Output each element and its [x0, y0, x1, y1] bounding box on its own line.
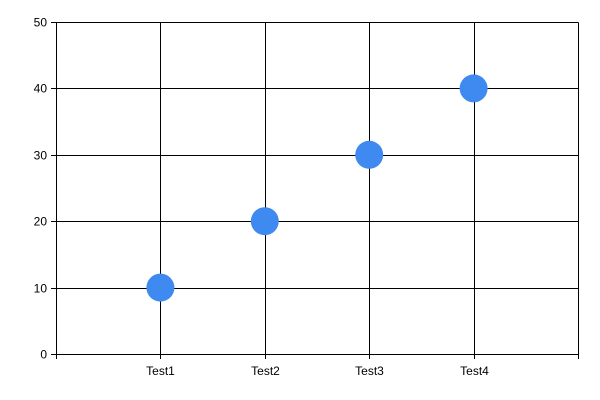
- y-tick-label: 50: [34, 16, 48, 30]
- data-point-Test3: [355, 140, 384, 169]
- data-point-Test2: [250, 207, 279, 236]
- axes: [51, 22, 579, 359]
- y-tick-label: 0: [40, 348, 47, 362]
- y-tick-label: 40: [34, 82, 48, 96]
- y-tick-label: 30: [34, 149, 48, 163]
- data-points: [146, 74, 488, 302]
- data-point-Test1: [146, 273, 175, 302]
- x-tick-label: Test1: [146, 364, 175, 378]
- tick-labels: 0 10 20 30 40 50 Test1 Test2 Test3 Test4: [34, 16, 490, 379]
- x-tick-label: Test2: [251, 364, 280, 378]
- y-tick-label: 20: [34, 215, 48, 229]
- y-tick-label: 10: [34, 282, 48, 296]
- x-tick-label: Test3: [355, 364, 384, 378]
- data-point-Test4: [459, 74, 488, 103]
- x-tick-label: Test4: [460, 364, 489, 378]
